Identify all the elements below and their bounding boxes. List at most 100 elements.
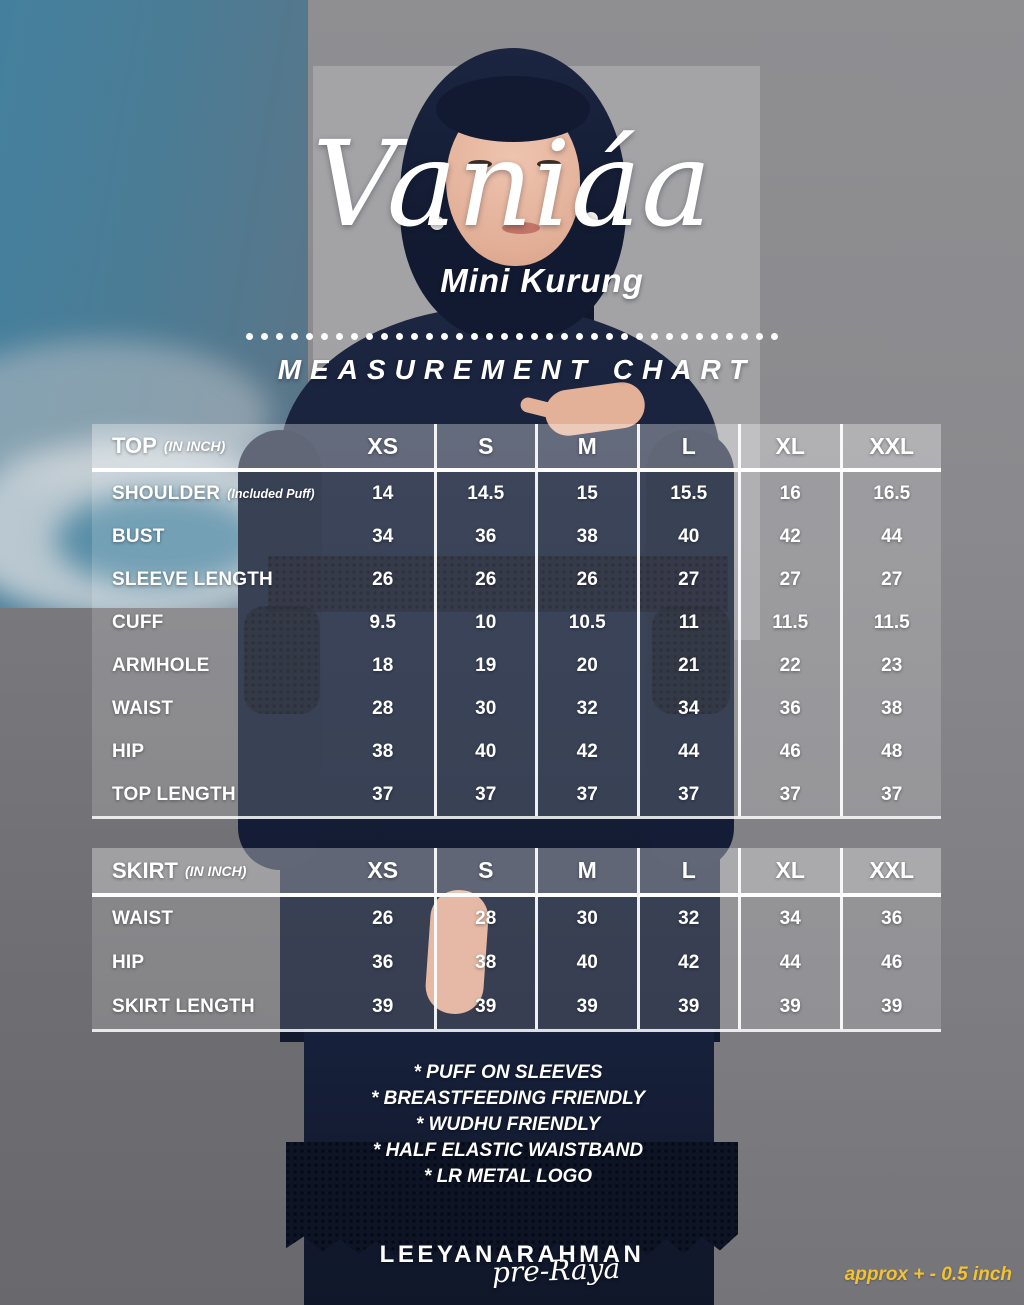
measurement-value: 16.5 (839, 472, 941, 515)
lace-sleeve-cuff (244, 606, 320, 714)
measurement-value: 38 (839, 687, 941, 730)
size-column-header: XS (332, 848, 434, 897)
hijab-front-edge (436, 76, 590, 142)
measurement-value: 39 (636, 985, 738, 1029)
dot (306, 333, 313, 340)
dot (441, 333, 448, 340)
measurement-value: 34 (636, 687, 738, 730)
size-column-header: XS (332, 424, 434, 472)
size-column-header: XL (738, 848, 840, 897)
dot (411, 333, 418, 340)
size-column-header: XXL (839, 424, 941, 472)
measurement-value: 37 (535, 773, 637, 816)
size-column-header: L (636, 424, 738, 472)
dot (456, 333, 463, 340)
dot (576, 333, 583, 340)
feature-list: * PUFF ON SLEEVES * BREASTFEEDING FRIEND… (0, 1060, 1020, 1190)
row-label-cell: HIP (92, 730, 332, 773)
measurement-value: 23 (839, 644, 941, 687)
measurement-value: 18 (332, 644, 434, 687)
skirt-lace-hem (286, 1142, 738, 1260)
dot (471, 333, 478, 340)
measurement-value: 28 (332, 687, 434, 730)
measurement-value: 15.5 (636, 472, 738, 515)
measurement-value: 37 (332, 773, 434, 816)
dot (516, 333, 523, 340)
measurement-value: 14 (332, 472, 434, 515)
measurement-value: 42 (535, 730, 637, 773)
measurement-value: 40 (433, 730, 535, 773)
dot (336, 333, 343, 340)
row-label-cell: CUFF (92, 601, 332, 644)
measurement-value: 39 (738, 985, 840, 1029)
size-column-header: M (535, 424, 637, 472)
dot (651, 333, 658, 340)
table-title-cell: TOP (IN INCH) (92, 424, 332, 472)
dot (696, 333, 703, 340)
measurement-value: 39 (535, 985, 637, 1029)
measurement-value: 10.5 (535, 601, 637, 644)
dotted-divider (0, 333, 1024, 340)
measurement-value: 36 (839, 897, 941, 941)
measurement-value: 37 (433, 773, 535, 816)
top-measurement-table: TOP (IN INCH) XS S M L XL XXL SHOULDER (Included … (92, 424, 941, 819)
dot (666, 333, 673, 340)
row-label-cell: ARMHOLE (92, 644, 332, 687)
measurement-value: 20 (535, 644, 637, 687)
model-eye (468, 160, 492, 168)
measurement-value: 46 (738, 730, 840, 773)
pearl-earring (584, 212, 598, 226)
measurement-value: 27 (839, 558, 941, 601)
measurement-value: 15 (535, 472, 637, 515)
dot (636, 333, 643, 340)
measurement-value: 11.5 (738, 601, 840, 644)
measurement-value: 10 (433, 601, 535, 644)
measurement-value: 14.5 (433, 472, 535, 515)
measurement-value: 40 (636, 515, 738, 558)
section-title: MEASUREMENT CHART (277, 354, 756, 385)
dot (621, 333, 628, 340)
row-label-cell: SKIRT LENGTH (92, 985, 332, 1029)
dot (261, 333, 268, 340)
measurement-value: 28 (433, 897, 535, 941)
dot (546, 333, 553, 340)
dot (591, 333, 598, 340)
measurement-value: 26 (332, 897, 434, 941)
skirt-measurement-table: SKIRT (IN INCH) XS S M L XL XXL WAIST 26 28 30 32 34 3… (92, 848, 941, 1032)
measurement-value: 40 (535, 941, 637, 985)
dot (396, 333, 403, 340)
measurement-value: 27 (738, 558, 840, 601)
feature-item: * BREASTFEEDING FRIENDLY (370, 1088, 646, 1109)
dot (276, 333, 283, 340)
dot (531, 333, 538, 340)
measurement-value: 9.5 (332, 601, 434, 644)
dot (741, 333, 748, 340)
dot (246, 333, 253, 340)
measurement-value: 37 (738, 773, 840, 816)
table-title-cell: SKIRT (IN INCH) (92, 848, 332, 897)
lace-trim (268, 556, 728, 612)
feature-item: * LR METAL LOGO (423, 1166, 593, 1187)
dot (756, 333, 763, 340)
measurement-value: 34 (332, 515, 434, 558)
feature-item: * HALF ELASTIC WAISTBAND (372, 1140, 644, 1161)
measurement-value: 36 (738, 687, 840, 730)
model-lips (502, 222, 540, 234)
measurement-value: 16 (738, 472, 840, 515)
measurement-value: 39 (433, 985, 535, 1029)
measurement-value: 38 (332, 730, 434, 773)
pearl-earring (430, 216, 444, 230)
product-name-script: Vaniáa (312, 115, 712, 253)
measurement-value: 26 (332, 558, 434, 601)
dot (726, 333, 733, 340)
row-label-cell: HIP (92, 941, 332, 985)
size-column-header: S (433, 424, 535, 472)
measurement-value: 27 (636, 558, 738, 601)
row-label-cell: BUST (92, 515, 332, 558)
measurement-value: 11 (636, 601, 738, 644)
brand-logo: LEEYANARAHMAN (379, 1241, 645, 1268)
measurement-value: 32 (636, 897, 738, 941)
size-column-header: XXL (839, 848, 941, 897)
campaign-script: pre-Raya (491, 1251, 621, 1290)
